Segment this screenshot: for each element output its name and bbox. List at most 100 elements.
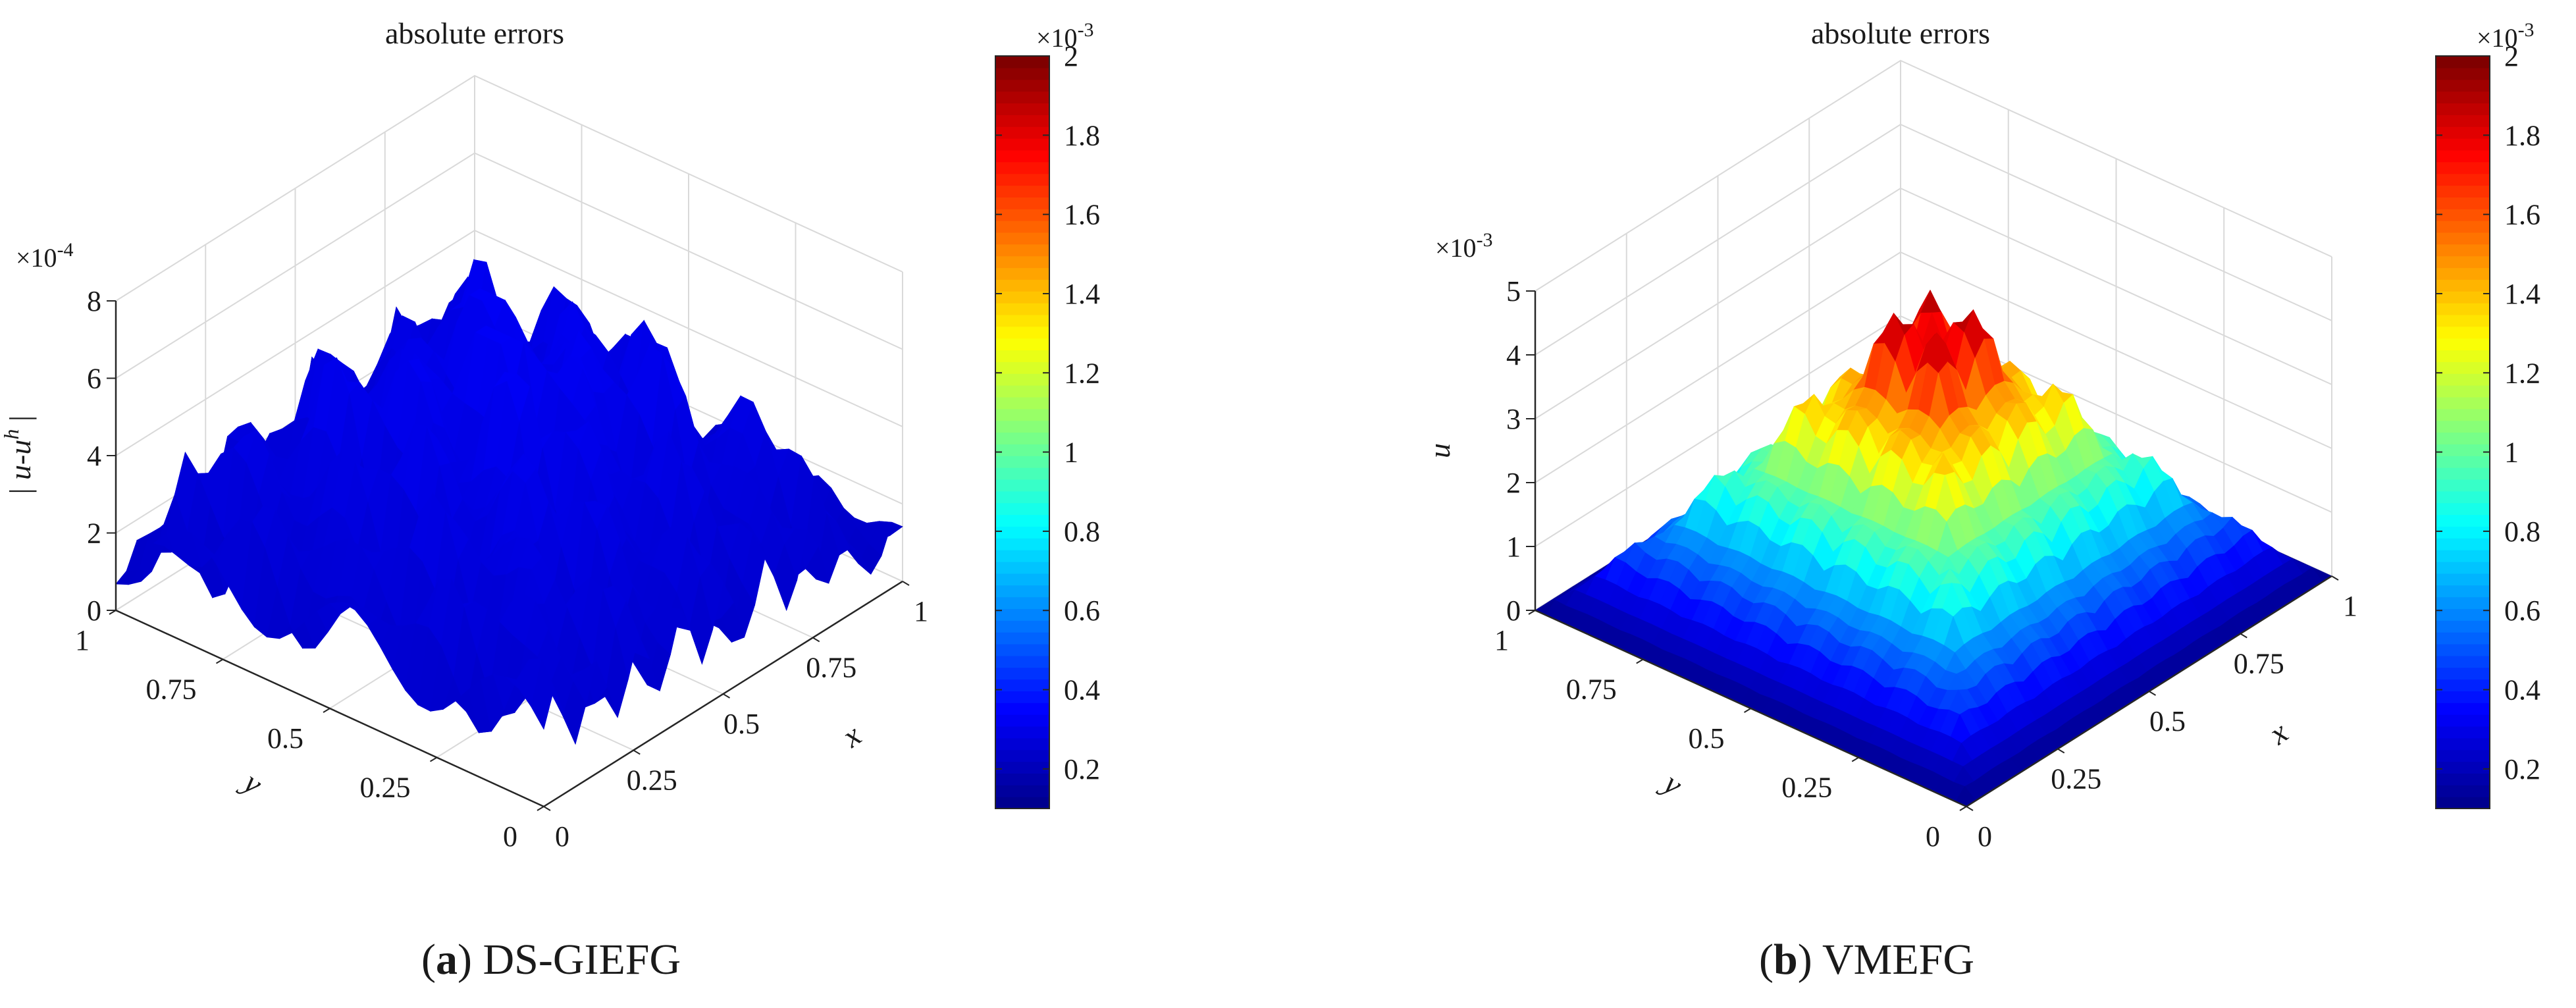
colorbar-segment	[2436, 338, 2490, 351]
colorbar-segment	[2436, 608, 2490, 621]
x-tick-label: 0.75	[806, 652, 856, 684]
colorbar-segment	[995, 255, 1049, 269]
x-tick	[2148, 691, 2157, 696]
colorbar-segment	[2436, 361, 2490, 374]
colorbar-frame	[2435, 55, 2490, 809]
colorbar-segment	[2436, 291, 2490, 304]
colorbar-segment	[2436, 255, 2490, 269]
grid-line	[1535, 59, 2332, 292]
colorbar-segment	[995, 585, 1049, 598]
colorbar-segment	[995, 491, 1049, 504]
colorbar-segment	[2436, 221, 2490, 233]
colorbar-segment	[2436, 526, 2490, 539]
panel-b: 0 0.25 0.5 0.75 1 0 0.25 0.5 0.75 1 0 1 2 3 4 5 ×10-3 x y u…	[1288, 0, 2576, 1008]
colorbar-segment	[2436, 244, 2490, 257]
colorbar-segment	[2436, 103, 2490, 115]
colorbar-segment	[995, 608, 1049, 621]
colorbar-segment	[995, 761, 1049, 774]
colorbar-segment	[2436, 314, 2490, 327]
colorbar-segment	[995, 173, 1049, 186]
z-tick-label: 0	[87, 595, 101, 627]
y-axis-label: y	[234, 763, 269, 802]
colorbar-segment	[995, 221, 1049, 233]
surface-plot-a: 00.250.50.75100.250.50.75102468×10-4xy| …	[0, 16, 1100, 853]
colorbar-segment	[2436, 209, 2490, 221]
z-tick-label: 2	[87, 517, 101, 550]
grid-line	[1535, 187, 2332, 419]
colorbar-segment	[2436, 161, 2490, 174]
caption-a-letter: a	[435, 936, 458, 984]
colorbar-tick-label: 1	[2504, 437, 2519, 469]
x-tick	[2331, 575, 2339, 581]
colorbar-segment	[2436, 573, 2490, 586]
colorbar-segment	[995, 197, 1049, 209]
colorbar-segment	[995, 632, 1049, 645]
colorbar-segment	[2436, 514, 2490, 527]
colorbar-segment	[995, 103, 1049, 115]
colorbar-segment	[2436, 173, 2490, 186]
colorbar-segment	[995, 291, 1049, 304]
colorbar-segment	[995, 56, 1049, 68]
colorbar-segment	[995, 373, 1049, 386]
y-tick-label: 0.5	[1689, 722, 1725, 755]
z-tick-label: 4	[1506, 339, 1521, 371]
axes: 00.250.50.75100.250.50.75102468×10-4xy| …	[0, 239, 928, 853]
colorbar-segment	[995, 691, 1049, 703]
grid-line	[1535, 123, 2332, 356]
colorbar-segment	[995, 620, 1049, 633]
colorbar-segment	[2436, 761, 2490, 774]
x-tick-label: 1	[914, 595, 928, 627]
colorbar-segment	[995, 667, 1049, 680]
colorbar-tick-label: 1.6	[2504, 199, 2540, 231]
colorbar-segment	[995, 267, 1049, 280]
x-tick-label: 0.25	[2051, 763, 2101, 795]
z-tick-label: 1	[1506, 531, 1521, 563]
z-tick-label: 4	[87, 440, 101, 472]
colorbar-segment	[995, 456, 1049, 468]
z-tick-label: 0	[1506, 595, 1521, 627]
colorbar-segment	[2436, 785, 2490, 797]
z-tick-label: 6	[87, 363, 101, 395]
colorbar-segment	[2436, 149, 2490, 163]
z-axis-label: | u-uh |	[0, 415, 37, 496]
grid-line	[115, 229, 903, 456]
colorbar-tick-label: 0.8	[1064, 516, 1100, 548]
x-axis-label: x	[835, 718, 868, 755]
grid-line	[1535, 251, 2332, 483]
colorbar-segment	[2436, 279, 2490, 292]
colorbar-segment	[2436, 561, 2490, 574]
colorbar-segment	[995, 538, 1049, 550]
colorbar-segment	[995, 385, 1049, 398]
x-tick	[2057, 748, 2065, 754]
colorbar-segment	[995, 573, 1049, 586]
colorbar-multiplier: ×10-3	[1036, 19, 1094, 53]
colorbar-segment	[2436, 197, 2490, 209]
colorbar-segment	[995, 209, 1049, 221]
z-axis-label: u	[1423, 443, 1456, 458]
x-tick	[543, 806, 551, 811]
x-tick	[1966, 806, 1974, 811]
x-tick-label: 0.5	[2149, 705, 2186, 737]
caption-b-letter: b	[1773, 936, 1798, 984]
colorbar-segment	[995, 655, 1049, 668]
colorbar-segment	[2436, 714, 2490, 727]
colorbar-segment	[2436, 232, 2490, 245]
x-axis-label: x	[2263, 715, 2295, 752]
y-axis-label: y	[1654, 764, 1689, 803]
colorbar-segment	[995, 232, 1049, 245]
y-tick	[429, 756, 438, 762]
colorbar-segment	[2436, 550, 2490, 562]
caption-b: (b) VMEFG	[1759, 936, 1975, 984]
colorbar-segment	[995, 550, 1049, 562]
colorbar-tick-label: 2	[2504, 40, 2519, 72]
y-tick-label: 0.75	[1566, 674, 1617, 706]
z-multiplier: ×10-3	[1435, 229, 1493, 263]
colorbar-tick-label: 0.2	[1064, 753, 1100, 785]
colorbar-segment	[995, 338, 1049, 351]
x-tick	[633, 749, 641, 755]
colorbar-segment	[995, 737, 1049, 751]
z-tick-label: 5	[1506, 275, 1521, 307]
colorbar-segment	[995, 444, 1049, 456]
y-tick	[537, 806, 544, 811]
colorbar-tick-label: 0.6	[1064, 595, 1100, 627]
